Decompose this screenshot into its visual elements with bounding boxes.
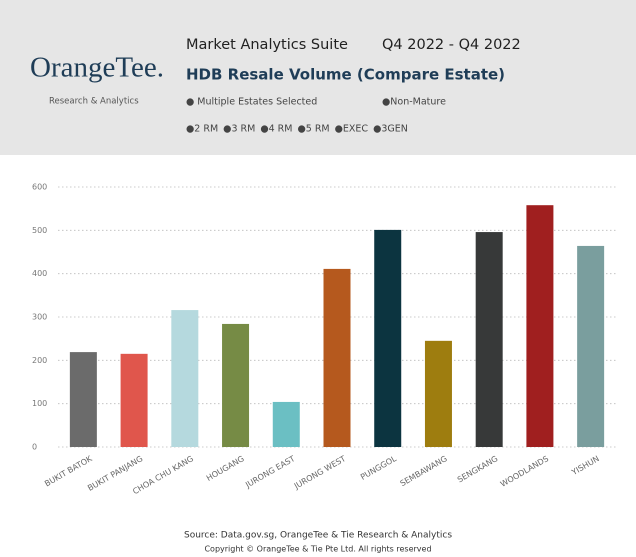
bar: [171, 310, 199, 447]
bar: [69, 352, 97, 447]
flat-type-item[interactable]: ●5 RM: [297, 124, 329, 135]
copyright-note: Copyright © OrangeTee & Tie Pte Ltd. All…: [204, 545, 431, 554]
y-tick-label: 100: [32, 399, 47, 408]
chart-title: HDB Resale Volume (Compare Estate): [186, 66, 505, 84]
y-tick-label: 600: [32, 183, 47, 192]
flat-type-item[interactable]: ●3GEN: [373, 124, 408, 135]
bar: [424, 340, 452, 447]
suite-name: Market Analytics Suite: [186, 37, 348, 53]
y-tick-label: 0: [32, 443, 37, 452]
brand-logo: OrangeTee.: [30, 52, 164, 84]
flat-type-item[interactable]: ●EXEC: [335, 124, 369, 135]
flat-type-item[interactable]: ●3 RM: [223, 124, 255, 135]
maturity-filter[interactable]: ●Non-Mature: [382, 97, 446, 108]
bar: [323, 268, 351, 447]
bar: [577, 245, 605, 447]
y-tick-label: 400: [32, 269, 47, 278]
brand-subtitle: Research & Analytics: [49, 97, 139, 107]
y-tick-label: 500: [32, 226, 47, 235]
bar: [526, 205, 554, 447]
bar: [120, 353, 148, 447]
source-note: Source: Data.gov.sg, OrangeTee & Tie Res…: [184, 531, 452, 541]
period: Q4 2022 - Q4 2022: [382, 37, 521, 53]
flat-type-item[interactable]: ●2 RM: [186, 124, 218, 135]
header-band: [0, 0, 636, 155]
bar: [475, 232, 503, 447]
y-tick-label: 300: [32, 313, 47, 322]
bar: [222, 323, 250, 447]
flat-type-filters: ●2 RM ●3 RM ●4 RM ●5 RM ●EXEC ●3GEN: [186, 124, 408, 135]
bar: [374, 229, 402, 447]
y-tick-label: 200: [32, 356, 47, 365]
estate-filter[interactable]: ● Multiple Estates Selected: [186, 97, 317, 108]
bar: [272, 401, 300, 447]
flat-type-item[interactable]: ●4 RM: [260, 124, 292, 135]
